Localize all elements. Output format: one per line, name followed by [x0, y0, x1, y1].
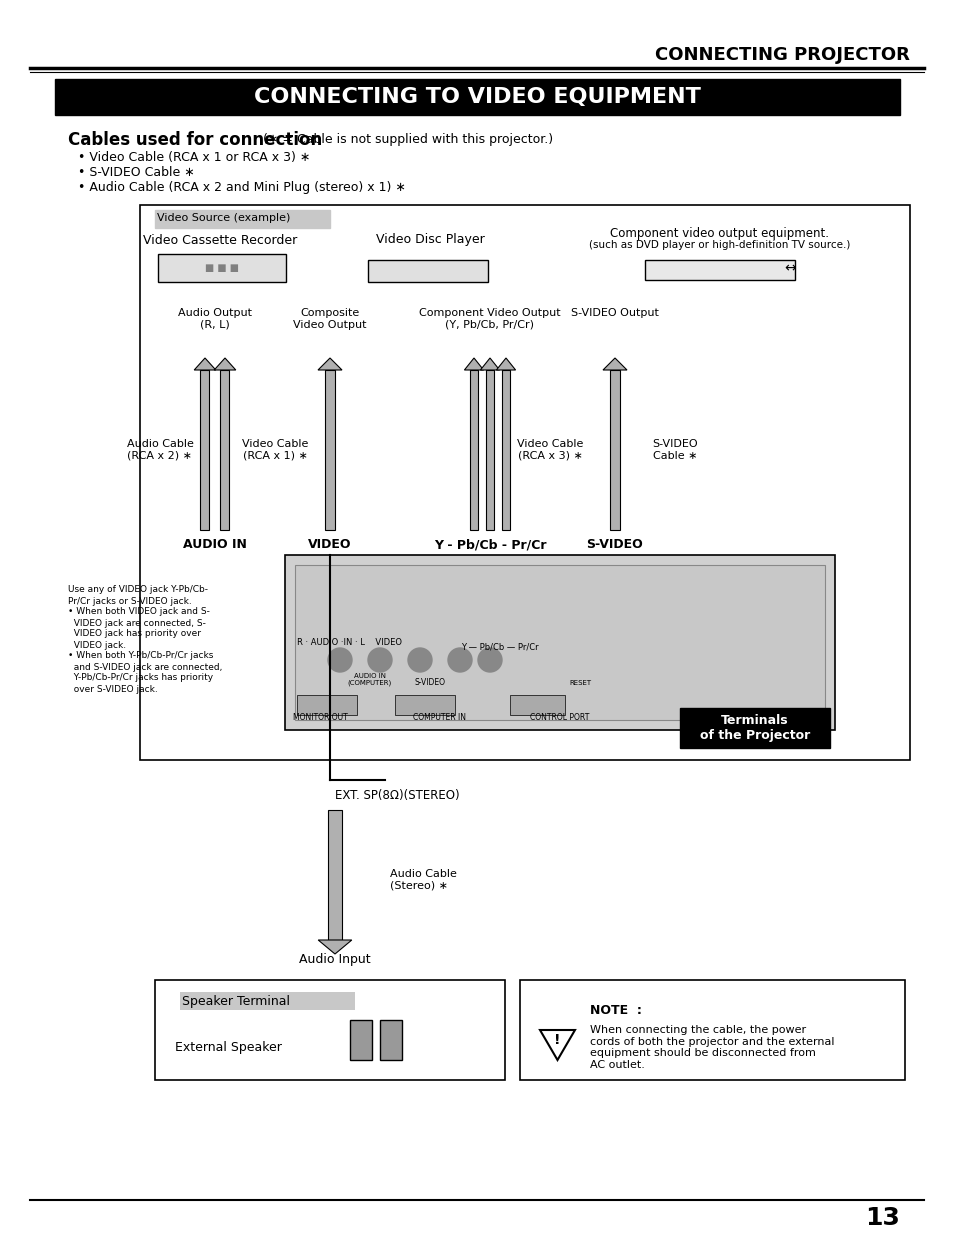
Text: S-VIDEO
Cable ∗: S-VIDEO Cable ∗ [652, 440, 697, 461]
Text: MONITOR OUT: MONITOR OUT [293, 713, 347, 722]
Bar [294, 564, 824, 720]
Text: Pr/Cr jacks or S-VIDEO jack.: Pr/Cr jacks or S-VIDEO jack. [68, 597, 192, 605]
Polygon shape [496, 358, 515, 370]
Text: • When both Y-Pb/Cb-Pr/Cr jacks: • When both Y-Pb/Cb-Pr/Cr jacks [68, 652, 213, 661]
Bar [154, 981, 504, 1079]
Bar [285, 555, 834, 730]
Circle shape [368, 648, 392, 672]
Bar [644, 261, 794, 280]
Bar [609, 370, 619, 530]
Bar [501, 370, 510, 530]
Text: over S-VIDEO jack.: over S-VIDEO jack. [68, 684, 157, 694]
Text: Y-Pb/Cb-Pr/Cr jacks has priority: Y-Pb/Cb-Pr/Cr jacks has priority [68, 673, 213, 683]
Text: Component video output equipment.: Component video output equipment. [610, 227, 828, 241]
Bar [296, 695, 356, 715]
Polygon shape [214, 358, 235, 370]
Text: VIDEO jack are connected, S-: VIDEO jack are connected, S- [68, 619, 206, 627]
Text: Y - Pb/Cb - Pr/Cr: Y - Pb/Cb - Pr/Cr [434, 538, 546, 552]
Bar [328, 810, 341, 940]
Text: ■ ■ ■: ■ ■ ■ [205, 263, 239, 273]
Text: 13: 13 [864, 1207, 899, 1230]
Text: EXT. SP(8Ω)(STEREO): EXT. SP(8Ω)(STEREO) [335, 788, 459, 802]
Text: Video Cassette Recorder: Video Cassette Recorder [143, 233, 296, 247]
Circle shape [328, 648, 352, 672]
Polygon shape [194, 358, 215, 370]
Text: • Audio Cable (RCA x 2 and Mini Plug (stereo) x 1) ∗: • Audio Cable (RCA x 2 and Mini Plug (st… [78, 182, 405, 194]
Circle shape [477, 648, 501, 672]
Text: Video Disc Player: Video Disc Player [375, 233, 484, 247]
Text: Terminals
of the Projector: Terminals of the Projector [700, 714, 809, 742]
Text: R · AUDIO ·IN · L    VIDEO: R · AUDIO ·IN · L VIDEO [297, 638, 402, 647]
Text: Video Cable
(RCA x 3) ∗: Video Cable (RCA x 3) ∗ [517, 440, 582, 461]
Bar [679, 708, 829, 748]
Text: VIDEO jack has priority over: VIDEO jack has priority over [68, 630, 201, 638]
Text: !: ! [554, 1032, 560, 1047]
Polygon shape [318, 940, 352, 953]
Text: • Video Cable (RCA x 1 or RCA x 3) ∗: • Video Cable (RCA x 1 or RCA x 3) ∗ [78, 152, 310, 164]
Bar [519, 981, 904, 1079]
Bar [350, 1020, 372, 1060]
Text: • When both VIDEO jack and S-: • When both VIDEO jack and S- [68, 608, 210, 616]
Bar [510, 695, 564, 715]
Bar [55, 79, 899, 115]
Text: Audio Cable
(Stereo) ∗: Audio Cable (Stereo) ∗ [390, 869, 456, 890]
Text: S-VIDEO: S-VIDEO [586, 538, 642, 552]
Bar [368, 261, 488, 282]
Text: Composite
Video Output: Composite Video Output [293, 308, 366, 330]
Text: Video Source (example): Video Source (example) [157, 212, 290, 224]
Bar [200, 370, 210, 530]
Text: S-VIDEO Output: S-VIDEO Output [571, 308, 659, 317]
Text: VIDEO jack.: VIDEO jack. [68, 641, 126, 650]
Text: (such as DVD player or high-definition TV source.): (such as DVD player or high-definition T… [589, 240, 850, 249]
Text: and S-VIDEO jack are connected,: and S-VIDEO jack are connected, [68, 662, 222, 672]
Bar [154, 210, 330, 228]
Text: Speaker Terminal: Speaker Terminal [182, 994, 290, 1008]
Text: Audio Cable
(RCA x 2) ∗: Audio Cable (RCA x 2) ∗ [127, 440, 193, 461]
Text: When connecting the cable, the power
cords of both the projector and the externa: When connecting the cable, the power cor… [589, 1025, 834, 1070]
Bar [470, 370, 477, 530]
Text: COMPUTER IN: COMPUTER IN [413, 713, 466, 722]
Polygon shape [480, 358, 499, 370]
Text: (∗ = Cable is not supplied with this projector.): (∗ = Cable is not supplied with this pro… [263, 133, 553, 147]
Polygon shape [317, 358, 341, 370]
Text: RESET: RESET [568, 680, 591, 685]
Text: Y — Pb/Cb — Pr/Cr: Y — Pb/Cb — Pr/Cr [460, 643, 538, 652]
Text: CONNECTING PROJECTOR: CONNECTING PROJECTOR [655, 46, 909, 64]
Text: S-VIDEO: S-VIDEO [414, 678, 445, 687]
Bar [325, 370, 335, 530]
Polygon shape [539, 1030, 575, 1060]
Polygon shape [602, 358, 626, 370]
Text: AUDIO IN: AUDIO IN [183, 538, 247, 552]
Text: External Speaker: External Speaker [174, 1041, 281, 1055]
Bar [485, 370, 494, 530]
Text: VIDEO: VIDEO [308, 538, 352, 552]
Text: AUDIO IN
(COMPUTER): AUDIO IN (COMPUTER) [348, 673, 392, 687]
Text: • S-VIDEO Cable ∗: • S-VIDEO Cable ∗ [78, 167, 194, 179]
Text: CONTROL PORT: CONTROL PORT [530, 713, 589, 722]
Text: Audio Output
(R, L): Audio Output (R, L) [178, 308, 252, 330]
Bar [180, 992, 355, 1010]
Bar [140, 205, 909, 760]
Bar [158, 254, 286, 282]
Bar [395, 695, 455, 715]
Circle shape [408, 648, 432, 672]
Bar [220, 370, 230, 530]
Bar [379, 1020, 401, 1060]
Text: Use any of VIDEO jack Y-Pb/Cb-: Use any of VIDEO jack Y-Pb/Cb- [68, 585, 208, 594]
Polygon shape [464, 358, 483, 370]
Text: ↔: ↔ [783, 261, 795, 275]
Text: NOTE  :: NOTE : [589, 1004, 641, 1016]
Text: CONNECTING TO VIDEO EQUIPMENT: CONNECTING TO VIDEO EQUIPMENT [253, 86, 700, 107]
Circle shape [448, 648, 472, 672]
Text: Component Video Output
(Y, Pb/Cb, Pr/Cr): Component Video Output (Y, Pb/Cb, Pr/Cr) [418, 308, 560, 330]
Text: Video Cable
(RCA x 1) ∗: Video Cable (RCA x 1) ∗ [241, 440, 308, 461]
Text: Audio Input: Audio Input [299, 953, 371, 967]
Text: Cables used for connection: Cables used for connection [68, 131, 322, 149]
